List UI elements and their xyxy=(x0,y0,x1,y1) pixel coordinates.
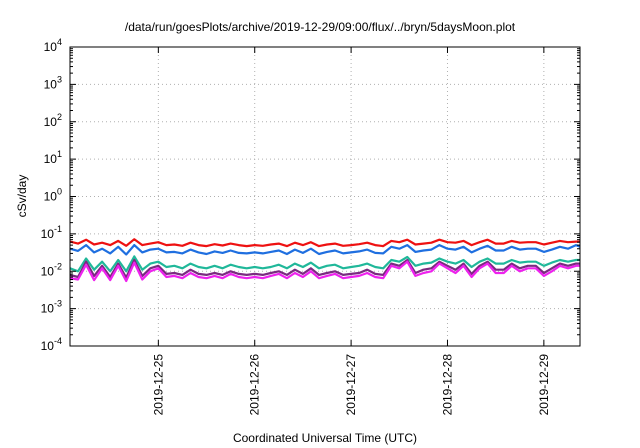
series-line-1 xyxy=(69,238,580,248)
grid-lines xyxy=(70,47,580,346)
axis-ticks xyxy=(70,46,580,347)
y-tick-label: 10-4 xyxy=(41,336,62,353)
chart-title: /data/run/goesPlots/archive/2019-12-29/0… xyxy=(124,20,516,34)
y-axis-title: cSv/day xyxy=(15,175,29,218)
x-tick-label: 2019-12-29 xyxy=(537,354,551,416)
x-axis-tick-labels: 2019-12-25 2019-12-26 2019-12-27 2019-12-28… xyxy=(151,354,551,416)
y-tick-label: 101 xyxy=(44,149,62,166)
x-tick-label: 2019-12-28 xyxy=(440,354,454,416)
series-line-3 xyxy=(69,255,580,273)
y-tick-label: 100 xyxy=(44,187,62,204)
x-tick-label: 2019-12-27 xyxy=(344,354,358,416)
y-axis-tick-labels: 10-4 10-3 10-2 10-1 100 101 102 103 104 xyxy=(41,37,62,353)
y-tick-label: 10-1 xyxy=(41,224,62,241)
series-line-5 xyxy=(69,260,580,283)
data-series xyxy=(69,238,581,283)
y-tick-label: 10-3 xyxy=(41,299,62,316)
x-tick-label: 2019-12-25 xyxy=(151,354,165,416)
x-tick-label: 2019-12-26 xyxy=(248,354,262,416)
series-line-4 xyxy=(69,258,580,279)
x-axis-title: Coordinated Universal Time (UTC) xyxy=(233,431,417,445)
y-tick-label: 103 xyxy=(44,74,62,91)
y-tick-label: 102 xyxy=(44,112,62,129)
series-line-2 xyxy=(69,244,581,256)
y-tick-label: 10-2 xyxy=(41,261,62,278)
y-tick-label: 104 xyxy=(44,37,62,54)
